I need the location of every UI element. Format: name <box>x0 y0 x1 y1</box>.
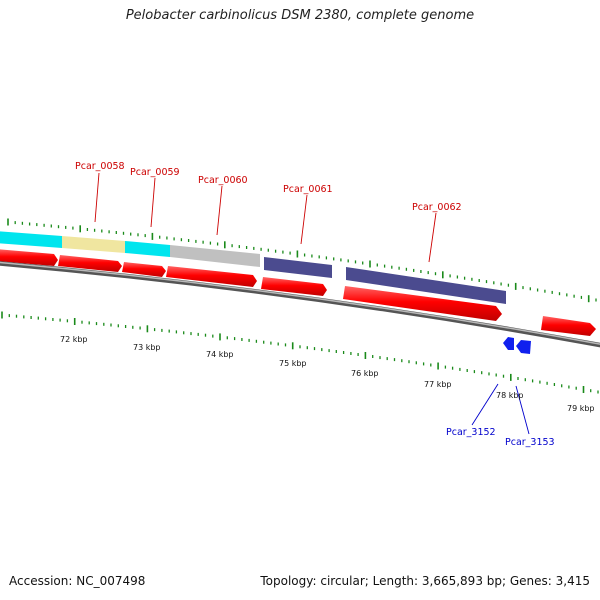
top-label-leaders <box>94 172 437 263</box>
accession-label: Accession: NC_007498 <box>9 574 146 588</box>
genome-stats: Topology: circular; Length: 3,665,893 bp… <box>260 574 590 588</box>
kbp-label: 79 kbp <box>567 404 595 413</box>
kbp-label: 78 kbp <box>496 391 524 400</box>
label-pcar-0060[interactable]: Pcar_0060 <box>198 175 248 186</box>
map-title: Pelobacter carbinolicus DSM 2380, comple… <box>125 8 475 23</box>
gene-pcar-3153-block[interactable] <box>516 340 531 354</box>
kbp-label: 74 kbp <box>206 350 234 359</box>
label-pcar-0059[interactable]: Pcar_0059 <box>130 167 180 178</box>
gene-pcar-3152-block[interactable] <box>503 337 514 350</box>
gene-pcar-0058-block[interactable] <box>62 236 125 253</box>
cds-arrow[interactable] <box>541 316 596 336</box>
gene-pcar-0062-block[interactable] <box>346 267 506 304</box>
inner-tick-ring <box>1 311 599 394</box>
gene-pcar-0060-block[interactable] <box>170 245 260 267</box>
kbp-label: 73 kbp <box>133 343 161 352</box>
genome-backbone <box>0 261 600 348</box>
cds-arrow[interactable] <box>343 286 502 321</box>
gene-pcar-0061-block[interactable] <box>264 257 332 278</box>
feature-track <box>0 231 506 304</box>
kbp-label: 77 kbp <box>424 380 452 389</box>
cds-arrow[interactable] <box>58 255 122 272</box>
cds-arrow[interactable] <box>261 277 327 296</box>
cds-arrow-track <box>0 249 596 336</box>
label-pcar-3153[interactable]: Pcar_3153 <box>505 437 555 448</box>
outer-tick-ring <box>7 218 597 303</box>
label-pcar-0062[interactable]: Pcar_0062 <box>412 202 462 213</box>
kbp-label: 75 kbp <box>279 359 307 368</box>
gene-pcar-0059-block[interactable] <box>125 241 170 257</box>
label-pcar-0061[interactable]: Pcar_0061 <box>283 184 333 195</box>
cds-arrow[interactable] <box>122 262 166 277</box>
kbp-label: 76 kbp <box>351 369 379 378</box>
kbp-label: 72 kbp <box>60 335 88 344</box>
bottom-label-leaders <box>471 383 530 435</box>
cds-arrow[interactable] <box>166 266 257 287</box>
feature-cyan-left[interactable] <box>0 231 62 248</box>
label-pcar-3152[interactable]: Pcar_3152 <box>446 427 496 438</box>
label-pcar-0058[interactable]: Pcar_0058 <box>75 161 125 172</box>
cds-arrow[interactable] <box>0 249 58 266</box>
